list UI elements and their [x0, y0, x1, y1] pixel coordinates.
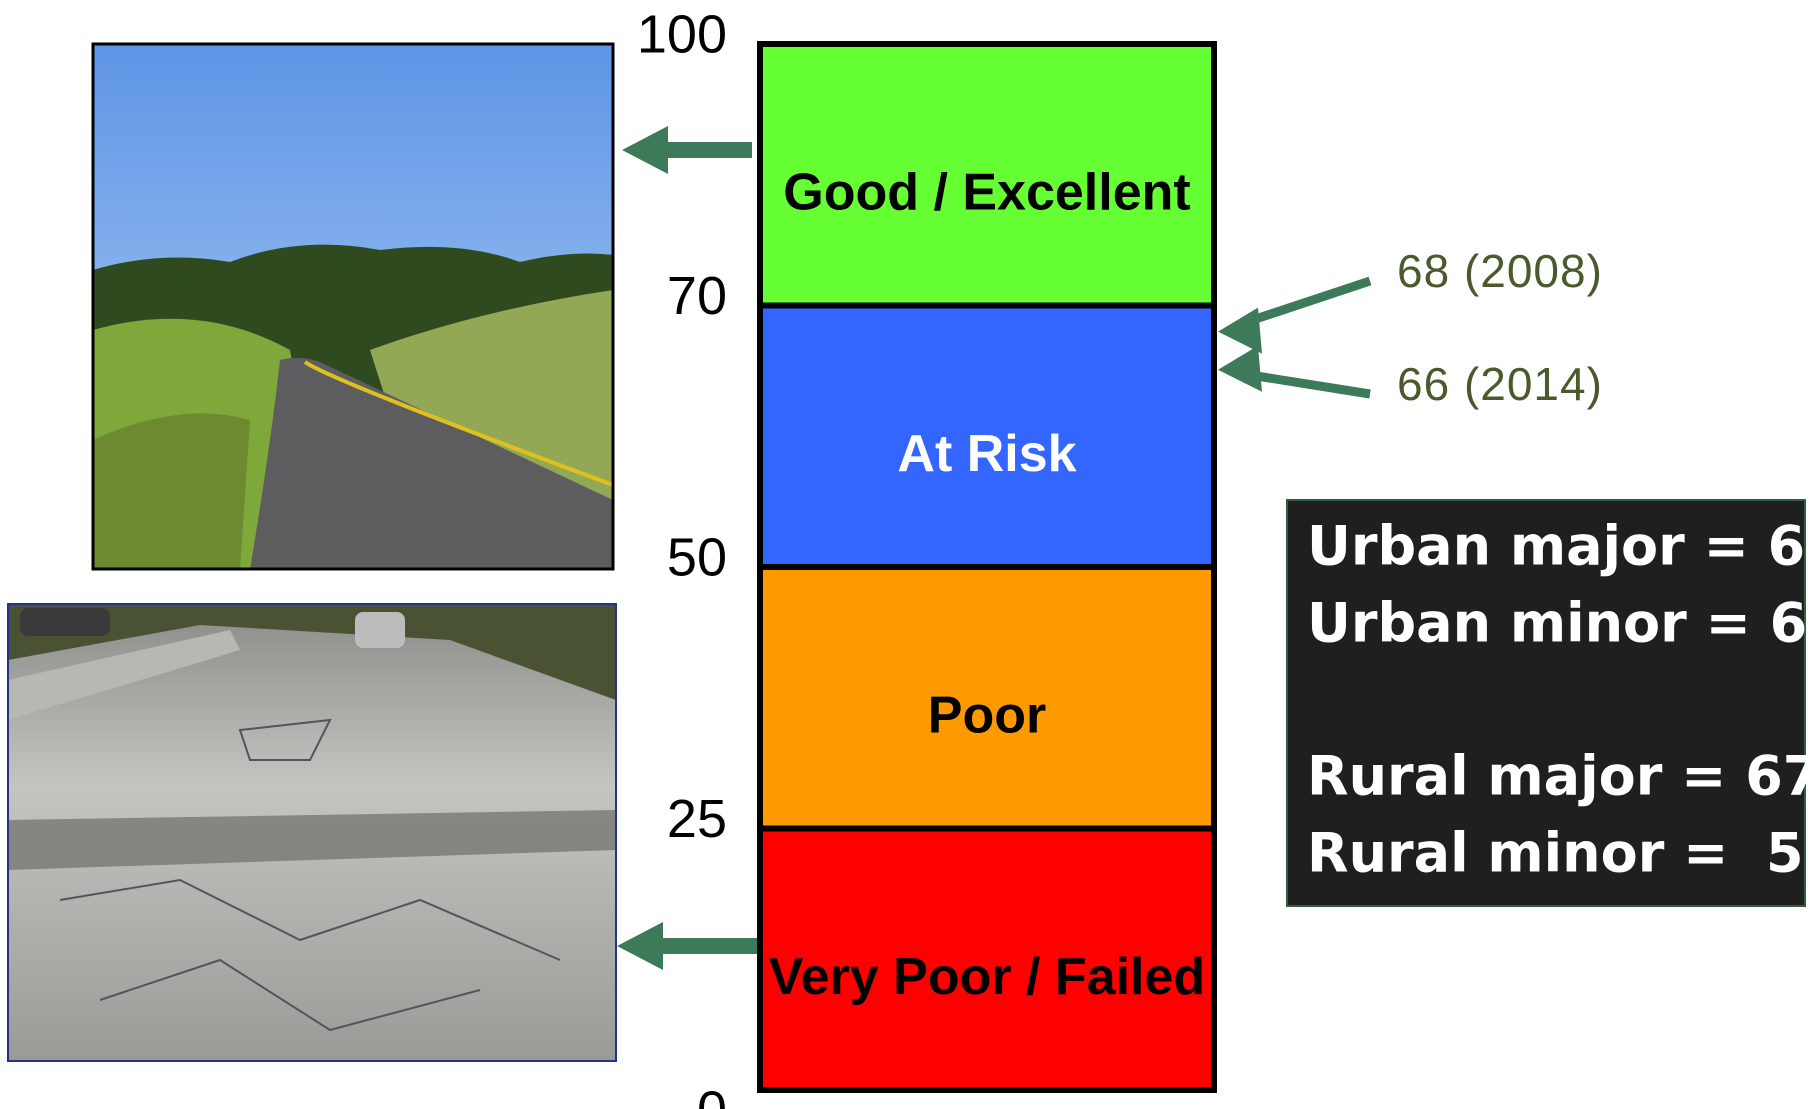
annotation-arrow [1248, 375, 1370, 394]
band-label: Very Poor / Failed [769, 948, 1205, 1006]
tick-label: 70 [667, 266, 727, 326]
photo-failed-road [8, 604, 616, 1061]
annotations: 68 (2008) 66 (2014) [1218, 245, 1603, 410]
annotation-arrowhead [1218, 346, 1262, 392]
annotation-arrowhead [1218, 308, 1262, 354]
annotation-label: 68 (2008) [1397, 245, 1603, 297]
stat-line: Urban minor = 66 [1307, 592, 1814, 655]
tick-label: 0 [697, 1080, 727, 1109]
annotation-label: 66 (2014) [1397, 358, 1603, 410]
band-label: At Risk [897, 425, 1076, 483]
page: {"scale": { "ticks": [100, 70, 50, 25, 0… [0, 0, 1814, 1109]
band-label: Good / Excellent [783, 163, 1190, 221]
stat-line: Urban major = 68 [1307, 515, 1814, 578]
arrow-to-good [622, 126, 752, 174]
arrow-to-failed [617, 922, 758, 970]
tick-label: 50 [667, 527, 727, 587]
annotation-arrow [1248, 281, 1370, 322]
diagram: Good / Excellent At Risk Poor Very Poor / F… [0, 0, 1814, 1109]
band-label: Poor [928, 686, 1046, 744]
stat-line: Rural major = 67 [1307, 745, 1814, 808]
stat-line: Rural minor = 57 [1307, 822, 1814, 885]
tick-label: 25 [667, 789, 727, 849]
tick-label: 100 [637, 4, 727, 64]
photo-good-road [93, 44, 613, 569]
